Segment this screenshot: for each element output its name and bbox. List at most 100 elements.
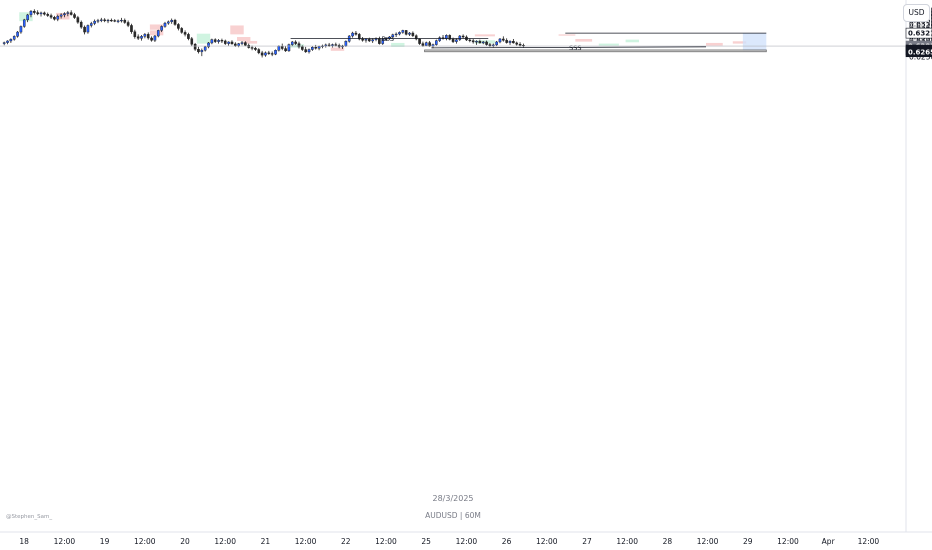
- price-tag-label: 0.62653: [908, 48, 932, 56]
- candle-body: [512, 41, 515, 44]
- candle-body: [86, 25, 90, 33]
- candle-body: [267, 52, 271, 54]
- x-tick-label: 27: [582, 537, 592, 546]
- candle-body: [274, 50, 277, 55]
- candle-body: [448, 35, 452, 40]
- candle-body: [116, 20, 120, 22]
- candle-body: [53, 17, 56, 20]
- candle-body: [69, 12, 73, 15]
- x-tick-label: 21: [261, 537, 271, 546]
- candle-body: [301, 46, 304, 50]
- supply-zone: [149, 24, 164, 30]
- projection-box: [742, 33, 767, 52]
- candle-body: [106, 19, 110, 22]
- x-tick-label: 28: [663, 537, 673, 546]
- candle-body: [307, 49, 311, 53]
- annotation-layer: BoS SSS: [0, 32, 906, 52]
- candle-body: [247, 45, 251, 48]
- candle-body: [334, 44, 338, 46]
- candle-body: [250, 47, 254, 49]
- candle-body: [190, 38, 194, 45]
- time-axis[interactable]: 18 12:00 19 12:00 20 12:00 21 12:00 22 12:00 25 12:…: [19, 537, 879, 546]
- candle-body: [471, 40, 475, 43]
- candle-body: [100, 19, 103, 21]
- candle-body: [207, 42, 210, 48]
- currency-button[interactable]: USD: [903, 4, 930, 22]
- gray-zone: [424, 49, 767, 53]
- candle-body: [46, 14, 50, 16]
- candle-body: [22, 19, 26, 27]
- demand-zone: [598, 43, 619, 46]
- candle-body: [438, 37, 441, 41]
- candle-body: [515, 42, 519, 45]
- candle-body: [183, 32, 187, 35]
- price-axis-bg[interactable]: [906, 0, 932, 532]
- x-tick-label: 12:00: [375, 537, 397, 546]
- candle-body: [304, 49, 307, 53]
- candle-body: [187, 34, 190, 39]
- candle-body: [254, 48, 257, 50]
- demand-zone: [196, 33, 211, 44]
- candle-body: [143, 34, 147, 37]
- supply-zone: [56, 12, 70, 20]
- candle-body: [411, 32, 415, 36]
- candle-body: [404, 30, 408, 35]
- candle-body: [297, 43, 301, 48]
- candle-body: [277, 46, 281, 51]
- candle-body: [103, 19, 106, 22]
- candle-body: [43, 12, 46, 15]
- y-tick-label: 0.63000: [909, 36, 932, 45]
- candle-body: [234, 43, 237, 46]
- candle-body: [270, 53, 274, 55]
- candle-body: [495, 41, 498, 46]
- candle-body: [153, 35, 157, 41]
- candle-body: [49, 15, 53, 18]
- candle-body: [2, 42, 6, 44]
- candle-body: [458, 35, 462, 40]
- candle-body: [294, 41, 297, 44]
- candle-body: [200, 50, 204, 53]
- candle-body: [83, 26, 86, 33]
- candle-body: [451, 39, 455, 42]
- candles-layer: [2, 9, 525, 58]
- candle-body: [485, 41, 488, 45]
- zones-layer: [19, 12, 767, 53]
- price-tag-label: 0.63217: [908, 30, 932, 38]
- candle-body: [146, 34, 150, 39]
- candle-body: [508, 41, 512, 43]
- candle-body: [481, 41, 485, 44]
- candle-body: [230, 41, 234, 45]
- y-tick-label: 0.63400: [909, 23, 932, 32]
- candle-body: [93, 20, 96, 24]
- demand-zone: [474, 40, 495, 44]
- candle-body: [66, 12, 70, 14]
- candle-body: [264, 52, 267, 56]
- supply-zone: [575, 38, 593, 42]
- price-tags: 0.632170.628260.627070.62653: [905, 27, 932, 58]
- candle-body: [160, 26, 163, 31]
- candle-body: [364, 39, 368, 41]
- candle-body: [361, 38, 364, 41]
- candle-body: [257, 49, 261, 54]
- demand-zone: [19, 15, 33, 22]
- candle-body: [280, 46, 284, 49]
- chart-date: 28/3/2025: [432, 494, 474, 503]
- candle-body: [79, 21, 83, 28]
- candle-body: [227, 41, 230, 44]
- x-tick-label: 12:00: [536, 537, 558, 546]
- candle-body: [240, 42, 244, 44]
- candle-body: [455, 39, 458, 42]
- candle-body: [317, 46, 321, 49]
- candle-body: [394, 33, 398, 36]
- candle-body: [391, 34, 395, 38]
- candle-body: [12, 36, 16, 40]
- candle-body: [76, 17, 80, 23]
- candle-body: [401, 30, 405, 33]
- candle-body: [398, 32, 401, 35]
- candle-body: [498, 38, 502, 43]
- candle-body: [120, 19, 123, 22]
- x-tick-label: 29: [743, 537, 753, 546]
- candle-body: [130, 25, 133, 32]
- x-tick-label: 12:00: [295, 537, 317, 546]
